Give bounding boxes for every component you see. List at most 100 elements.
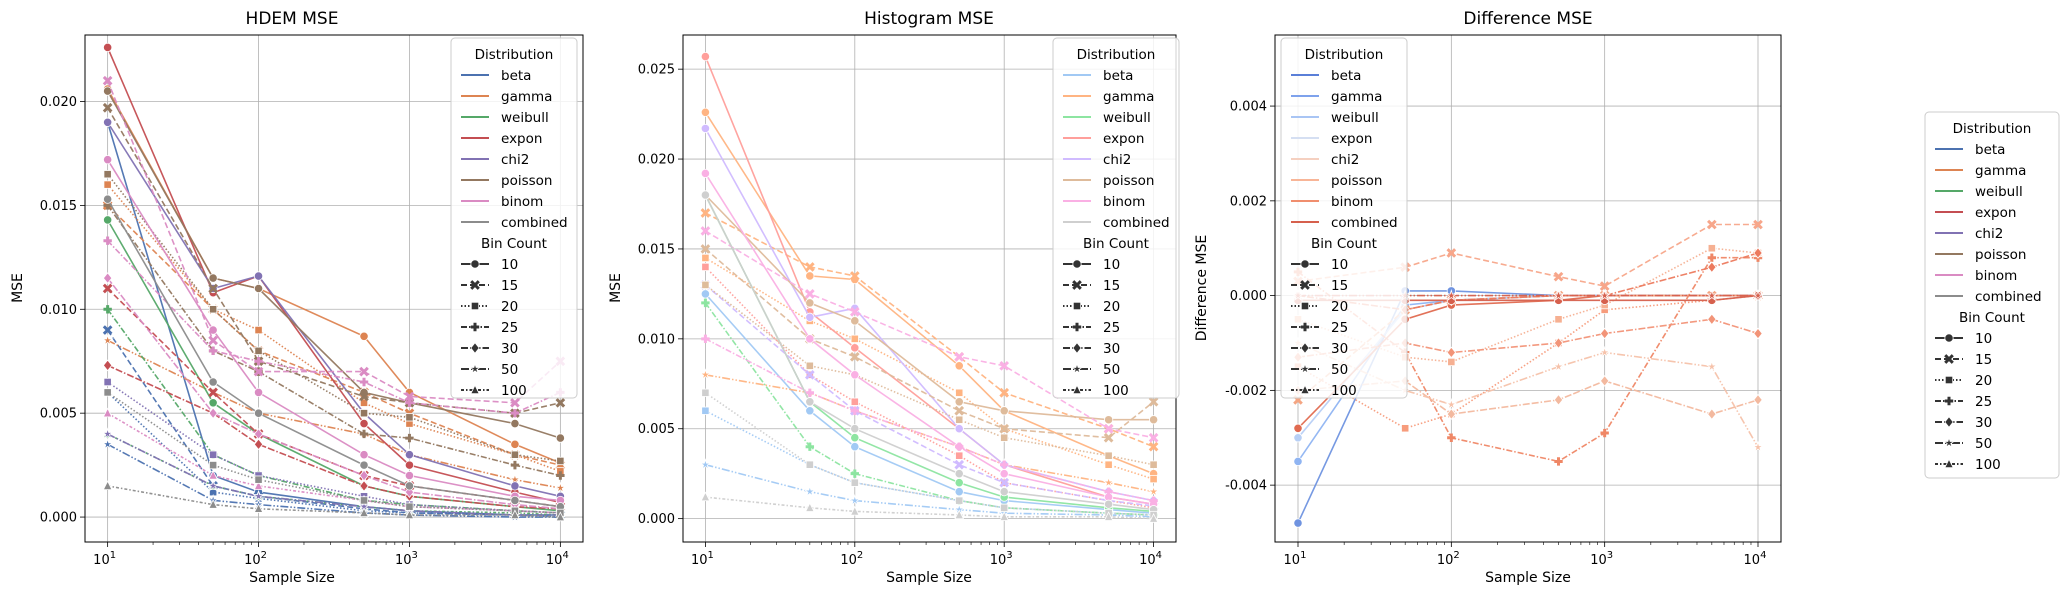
histogram-data-point [699, 458, 712, 471]
difference-x-tick-label: 104 [1744, 550, 1767, 568]
difference-data-point [1751, 289, 1765, 301]
difference-legend-item-binom: binom [1331, 194, 1373, 210]
hdem-data-point [101, 427, 114, 440]
histogram-data-point [955, 442, 964, 451]
hdem-legend-item-expon: expon [501, 131, 542, 147]
hdem-data-point [510, 450, 520, 459]
outside-legend-item-chi2: chi2 [1975, 226, 2003, 242]
hdem-data-point [253, 366, 264, 377]
histogram-data-point [701, 298, 710, 308]
histogram-x-tick-label: 103 [990, 550, 1013, 568]
outside-legend-bin-marker-25 [1944, 396, 1954, 406]
histogram-y-axis-label: MSE [608, 273, 624, 303]
histogram-legend: Distribution beta gamma weibull expon chi2 poi… [1052, 37, 1180, 399]
hdem-x-tick-label: 102 [244, 550, 267, 568]
difference-data-point [1293, 423, 1303, 433]
histogram-x-tick-exponent: 1 [707, 550, 713, 561]
difference-data-point [1293, 518, 1303, 528]
histogram-legend-bin-item-10: 10 [1103, 257, 1120, 273]
hdem-x-tick-exponent: 1 [110, 550, 116, 561]
hdem-data-point [510, 408, 520, 418]
hdem-data-point [405, 413, 414, 422]
hdem-data-point [208, 335, 218, 346]
histogram-data-point [701, 262, 710, 272]
difference-data-point [1447, 357, 1456, 367]
hdem-legend-item-chi2: chi2 [501, 152, 529, 168]
hdem-chart-title: HDEM MSE [246, 9, 339, 29]
histogram-y-tick-label: 0.020 [638, 153, 675, 168]
difference-x-axis-label: Sample Size [1485, 570, 1571, 586]
hdem-data-point [208, 499, 218, 509]
hdem-y-tick-label: 0.000 [40, 511, 77, 526]
histogram-data-point [1148, 513, 1159, 523]
histogram-data-point [954, 478, 964, 488]
difference-data-point [1753, 394, 1763, 406]
hdem-data-point [253, 503, 264, 513]
hdem-data-point [510, 495, 520, 506]
histogram-x-tick-exponent: 4 [1156, 550, 1162, 561]
difference-data-point [1705, 289, 1719, 301]
hdem-x-tick-base: 10 [546, 553, 563, 568]
hdem-data-point [359, 507, 369, 518]
outside-legend-bin-marker-100 [1944, 458, 1954, 469]
histogram-data-point [850, 442, 860, 452]
hdem-legend-item-gamma: gamma [501, 89, 552, 105]
hdem-data-point [359, 391, 369, 402]
histogram-legend-bin-item-50: 50 [1103, 362, 1120, 378]
hdem-x-tick-exponent: 4 [562, 550, 568, 561]
hdem-data-point [208, 407, 218, 420]
difference-legend-item-combined: combined [1331, 215, 1398, 231]
histogram-data-point [848, 494, 862, 506]
hdem-y-axis-label: MSE [10, 273, 26, 303]
hdem-data-point [208, 377, 218, 387]
difference-data-point [1599, 375, 1610, 387]
difference-data-point [1552, 289, 1565, 301]
hdem-data-point [103, 377, 112, 387]
hdem-x-tick-base: 10 [395, 553, 412, 568]
difference-x-tick-exponent: 3 [1607, 550, 1613, 561]
hdem-x-tick-label: 101 [93, 550, 116, 568]
histogram-data-point [701, 334, 710, 344]
hdem-data-point [103, 155, 113, 165]
hdem-data-point [103, 215, 113, 225]
histogram-data-point [999, 477, 1010, 488]
histogram-data-point [955, 496, 964, 505]
hdem-legend-bin-item-50: 50 [501, 362, 518, 378]
hdem-data-point [103, 236, 112, 245]
histogram-data-point [700, 168, 711, 179]
histogram-data-point [999, 423, 1010, 434]
hdem-data-point [359, 377, 369, 387]
hdem-data-point [510, 418, 520, 429]
hdem-legend-item-poisson: poisson [501, 173, 552, 189]
hdem-data-point [253, 480, 264, 490]
hdem-data-point [254, 346, 263, 355]
hdem-data-point [556, 456, 565, 466]
outside-legend-bin-marker-30 [1944, 416, 1954, 428]
difference-legend-bin-marker-30 [1300, 342, 1310, 354]
histogram-data-point [700, 244, 711, 254]
histogram-legend-bin-item-100: 100 [1103, 383, 1129, 399]
difference-legend-bin-marker-15 [1300, 280, 1310, 290]
difference-x-tick-base: 10 [1590, 553, 1607, 568]
hdem-data-point [404, 450, 415, 460]
difference-y-tick-label: 0.002 [1230, 194, 1267, 209]
difference-x-tick-base: 10 [1437, 553, 1454, 568]
difference-legend-bin-item-100: 100 [1331, 383, 1357, 399]
hdem-data-point [253, 283, 264, 294]
histogram-data-point [954, 509, 965, 520]
outside-legend-item-beta: beta [1975, 142, 2005, 158]
histogram-data-point [999, 511, 1010, 521]
histogram-x-tick-exponent: 3 [1006, 550, 1012, 561]
outside-legend-item-expon: expon [1975, 205, 2016, 221]
difference-data-point [1707, 261, 1717, 274]
hdem-data-point [405, 502, 414, 511]
histogram-data-point [1104, 499, 1114, 509]
difference-y-tick-label: -0.004 [1225, 479, 1267, 494]
hdem-legend-item-combined: combined [501, 215, 568, 231]
histogram-data-point [954, 351, 965, 362]
hdem-data-point [101, 437, 114, 450]
histogram-data-point [804, 502, 815, 512]
difference-legend-bin-marker-100 [1300, 384, 1310, 395]
difference-legend-bin-marker-20 [1300, 301, 1310, 311]
difference-legend-bin-marker-50 [1298, 362, 1312, 375]
